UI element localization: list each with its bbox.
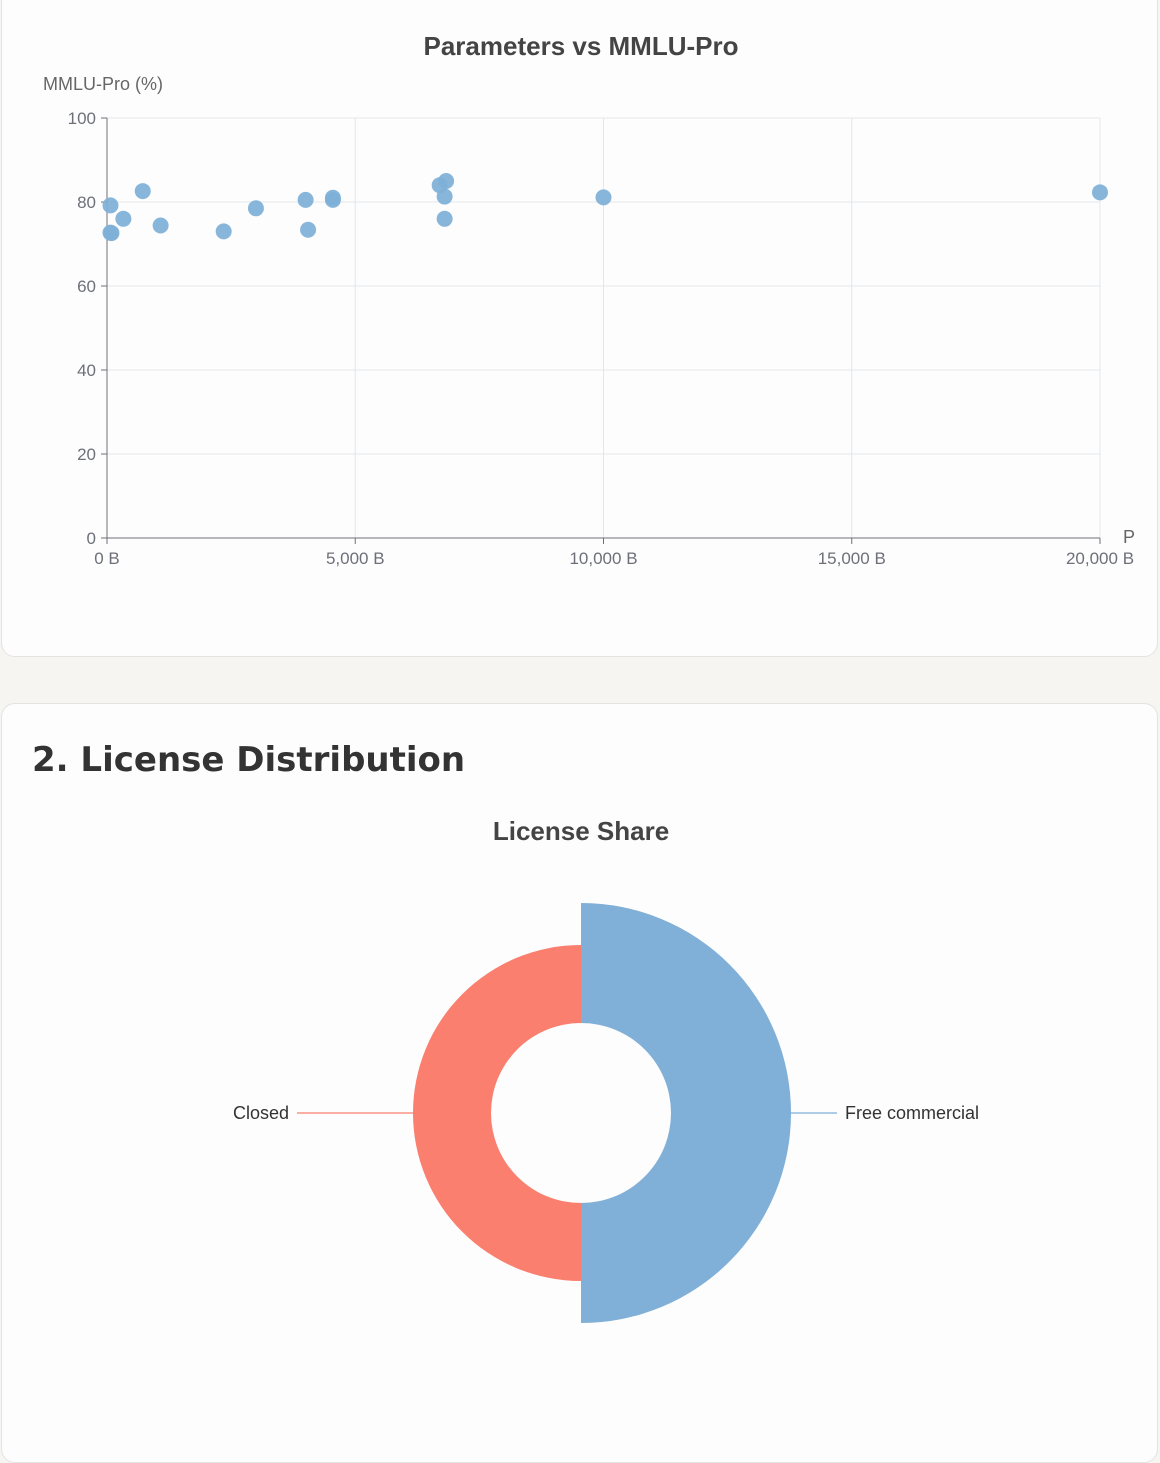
section-title: 2. License Distribution	[32, 740, 466, 780]
data-point[interactable]	[324, 191, 341, 208]
scatter-chart: Parameters vs MMLU-Pro MMLU-Pro (%) 0 20 4…	[43, 31, 1135, 568]
y-tick-label: 60	[77, 277, 96, 296]
tick-labels: 0 20 40 60 80 100 0 B 5,000 B 10,000 B 15,000 B 20…	[68, 109, 1134, 568]
data-point[interactable]	[297, 191, 314, 208]
pie-slice[interactable]	[413, 945, 581, 1281]
pie-label: Closed	[233, 1103, 289, 1123]
data-point[interactable]	[300, 221, 317, 238]
x-tick-label: 5,000 B	[326, 549, 385, 568]
x-tick-label: 20,000 B	[1066, 549, 1134, 568]
data-point[interactable]	[115, 210, 132, 227]
y-tick-label: 80	[77, 193, 96, 212]
x-tick-label: 15,000 B	[818, 549, 886, 568]
y-axis-label: MMLU-Pro (%)	[43, 74, 163, 94]
pie-slices	[413, 903, 791, 1323]
data-point[interactable]	[103, 225, 120, 242]
data-point[interactable]	[215, 223, 232, 240]
scatter-chart-title: Parameters vs MMLU-Pro	[424, 31, 739, 61]
pie-slice[interactable]	[581, 903, 791, 1323]
data-points	[102, 173, 1108, 242]
y-tick-label: 20	[77, 445, 96, 464]
pie-chart-title: License Share	[493, 816, 669, 846]
axes	[101, 117, 1101, 544]
data-point[interactable]	[247, 200, 264, 217]
grid-lines	[107, 117, 1101, 538]
pie-label: Free commercial	[845, 1103, 979, 1123]
data-point[interactable]	[152, 217, 169, 234]
data-point[interactable]	[102, 197, 119, 214]
y-tick-label: 0	[87, 529, 96, 548]
data-point[interactable]	[438, 173, 455, 189]
scatter-chart-card: Parameters vs MMLU-Pro MMLU-Pro (%) 0 20 4…	[1, 0, 1158, 657]
y-tick-label: 40	[77, 361, 96, 380]
license-card: License Share Free commercial Closed 2. L…	[1, 703, 1158, 1463]
data-point[interactable]	[1092, 184, 1108, 201]
data-point[interactable]	[436, 210, 453, 227]
x-axis-label: P	[1123, 527, 1135, 547]
x-tick-label: 0 B	[94, 549, 120, 568]
y-tick-label: 100	[68, 109, 96, 128]
data-point[interactable]	[595, 189, 612, 206]
data-point[interactable]	[436, 188, 453, 205]
pie-labels: Free commercial Closed	[233, 1103, 979, 1123]
data-point[interactable]	[134, 183, 151, 200]
license-pie-chart: License Share Free commercial Closed	[233, 816, 979, 1323]
x-tick-label: 10,000 B	[569, 549, 637, 568]
